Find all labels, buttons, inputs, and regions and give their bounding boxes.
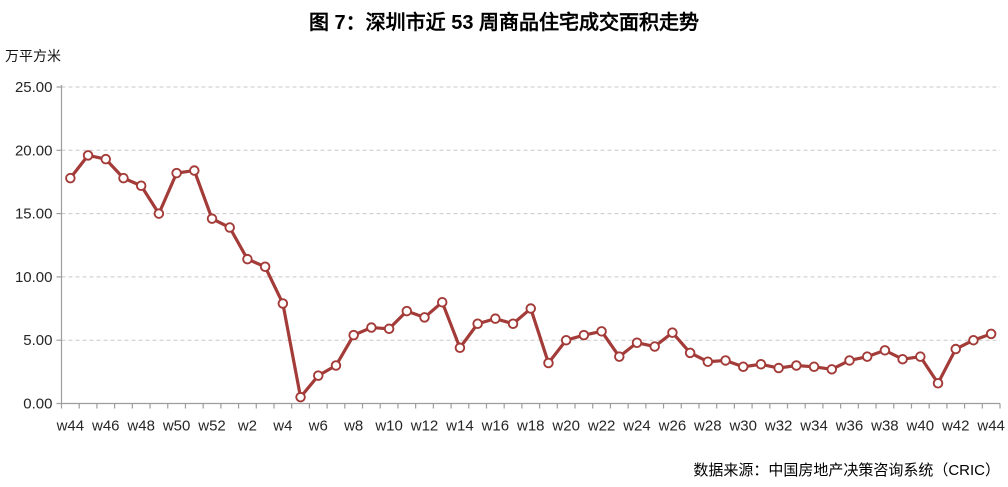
data-point-w12 (419, 312, 430, 323)
x-tick-label: w6 (308, 418, 328, 435)
data-point-w13 (436, 296, 448, 308)
data-point-w19 (543, 357, 554, 369)
data-point-w31 (755, 359, 767, 370)
data-point-w44 (65, 172, 76, 184)
x-tick-label: w34 (799, 418, 828, 435)
data-point-w7 (330, 360, 342, 371)
data-point-w46 (100, 153, 112, 165)
data-point-w39 (897, 353, 908, 365)
data-point-w2 (242, 253, 253, 265)
data-point-w33 (791, 360, 802, 371)
data-point-w3 (259, 261, 271, 273)
data-point-w18 (525, 303, 537, 314)
data-point-w48 (135, 180, 147, 191)
x-tick-label: w20 (551, 418, 580, 435)
chart-title: 图 7：深圳市近 53 周商品住宅成交面积走势 (308, 12, 700, 34)
x-tick-label: w40 (906, 418, 935, 435)
data-point-w15 (472, 318, 483, 329)
x-tick-label: w12 (410, 418, 439, 435)
x-tick-label: w52 (197, 418, 226, 435)
x-tick-label: w48 (126, 418, 155, 435)
data-point-w49 (153, 208, 165, 219)
data-point-w30 (737, 361, 749, 373)
data-point-w29 (720, 355, 731, 366)
data-point-w37 (861, 351, 873, 362)
data-point-w1 (224, 222, 235, 233)
data-point-w45 (82, 150, 94, 161)
x-tick-label: w42 (941, 418, 970, 435)
data-point-w5 (295, 391, 306, 403)
data-point-w11 (401, 305, 413, 317)
data-point-w21 (578, 329, 590, 341)
x-tick-label: w38 (870, 418, 899, 435)
y-tick-label: 25.00 (15, 79, 53, 96)
data-point-w34 (808, 361, 820, 373)
x-tick-label: w18 (516, 418, 545, 435)
y-tick-label: 15.00 (15, 206, 53, 223)
x-tick-label: w28 (693, 418, 722, 435)
x-tick-label: w10 (374, 418, 403, 435)
x-tick-label: w44 (56, 418, 85, 435)
data-point-w28 (702, 356, 714, 367)
x-tick-label: w26 (658, 418, 687, 435)
data-point-w20 (560, 334, 572, 346)
x-tick-label: w22 (587, 418, 616, 435)
data-point-w10 (383, 323, 395, 335)
y-tick-label: 10.00 (15, 269, 53, 286)
data-point-w24 (631, 337, 643, 348)
y-axis-unit-label: 万平方米 (5, 48, 61, 64)
x-tick-label: w32 (764, 418, 793, 435)
data-point-w47 (118, 172, 129, 184)
data-point-w36 (844, 355, 855, 366)
x-tick-label: w30 (728, 418, 757, 435)
x-tick-label: w46 (91, 418, 120, 435)
data-point-w16 (490, 313, 501, 324)
data-point-w4 (277, 298, 289, 309)
x-tick-label: w14 (445, 418, 474, 435)
data-point-w42 (950, 343, 961, 355)
data-point-w27 (684, 347, 696, 359)
data-point-w25 (649, 341, 660, 352)
data-point-w14 (454, 342, 466, 354)
data-point-w17 (507, 318, 519, 329)
x-tick-label: w8 (343, 418, 363, 435)
x-tick-label: w4 (272, 418, 292, 435)
data-point-w40 (915, 351, 926, 362)
data-point-w38 (879, 345, 891, 356)
x-tick-label: w24 (622, 418, 651, 435)
x-tick-label: w44 (976, 418, 1005, 435)
data-point-w51 (189, 165, 200, 176)
y-tick-label: 0.00 (23, 396, 52, 413)
x-tick-label: w36 (835, 418, 864, 435)
data-point-w32 (773, 362, 784, 374)
data-point-w23 (614, 351, 625, 362)
x-tick-label: w16 (481, 418, 510, 435)
source-caption: 数据来源：中国房地产决策咨询系统（CRIC） (693, 462, 1000, 479)
y-tick-label: 5.00 (23, 332, 52, 349)
data-point-w26 (667, 327, 678, 338)
data-point-w22 (596, 326, 607, 337)
x-tick-label: w50 (162, 418, 191, 435)
data-point-w52 (206, 213, 218, 224)
data-point-w44 (985, 328, 997, 340)
data-point-w43 (968, 334, 979, 346)
x-tick-label: w2 (237, 418, 257, 435)
data-point-w35 (826, 364, 838, 375)
data-point-w8 (348, 329, 359, 341)
data-point-w41 (932, 377, 944, 389)
y-tick-label: 20.00 (15, 142, 53, 159)
data-point-w50 (171, 167, 182, 179)
data-point-w6 (313, 370, 324, 381)
data-point-w9 (366, 322, 377, 333)
